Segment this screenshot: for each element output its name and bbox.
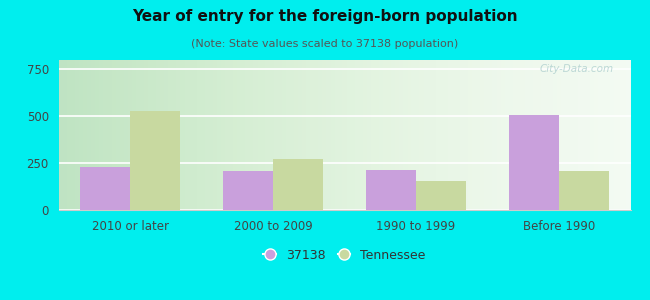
Bar (130, 111, 180, 210)
Bar (559, 171, 609, 210)
Bar (273, 159, 323, 210)
Bar (509, 115, 559, 210)
Text: (Note: State values scaled to 37138 population): (Note: State values scaled to 37138 popu… (191, 39, 459, 49)
Bar (366, 170, 416, 210)
Legend: 37138, Tennessee: 37138, Tennessee (258, 244, 431, 267)
Text: Year of entry for the foreign-born population: Year of entry for the foreign-born popul… (132, 9, 518, 24)
Bar (416, 181, 466, 210)
Bar (223, 171, 273, 210)
Bar (80, 167, 130, 210)
Text: City-Data.com: City-Data.com (540, 64, 614, 74)
